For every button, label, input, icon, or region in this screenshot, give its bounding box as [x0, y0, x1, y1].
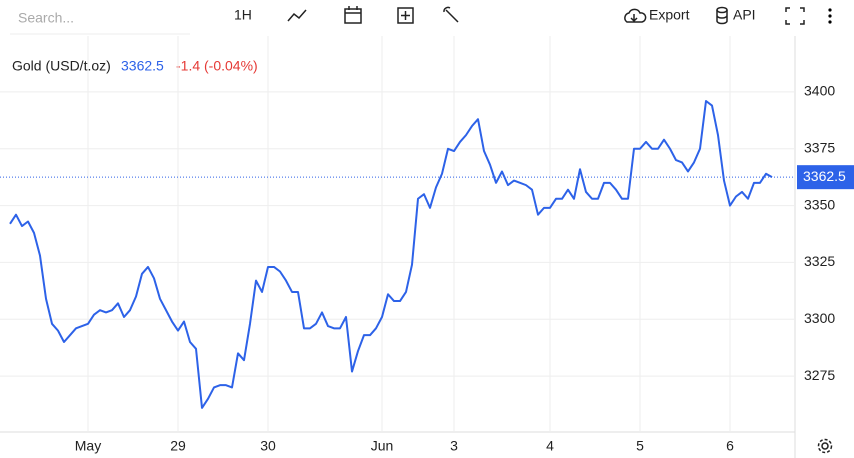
export-button[interactable]: Export [649, 7, 690, 23]
y-tick-label: 3350 [804, 196, 835, 212]
x-tick-label: 5 [636, 438, 644, 454]
x-tick-label: 30 [260, 438, 276, 454]
last-price-label: 3362.5 [803, 168, 846, 184]
last-price-box [797, 165, 854, 190]
x-tick-label: 29 [170, 438, 186, 454]
x-tick-label: May [75, 438, 101, 454]
search-box[interactable]: Search... [18, 10, 74, 26]
y-tick-label: 3400 [804, 83, 835, 99]
price-line [9, 100, 773, 409]
interval-button[interactable]: 1H [234, 7, 252, 23]
chart-title: Gold (USD/t.oz) [12, 58, 111, 74]
chart-type-icon[interactable] [287, 9, 307, 22]
x-tick-label: Jun [371, 438, 394, 454]
y-tick-label: 3275 [804, 367, 835, 383]
add-icon[interactable] [397, 7, 414, 24]
calendar-icon[interactable] [344, 6, 362, 24]
y-tick-label: 3375 [804, 139, 835, 155]
x-tick-label: 6 [726, 438, 734, 454]
api-button[interactable]: API [733, 7, 756, 23]
price-change: -1.4 (-0.04%) [176, 58, 258, 74]
x-tick-label: 4 [546, 438, 554, 454]
api-icon[interactable] [716, 6, 728, 25]
y-tick-label: 3300 [804, 310, 835, 326]
x-tick-label: 3 [450, 438, 458, 454]
y-tick-label: 3325 [804, 253, 835, 269]
menu-icon[interactable] [828, 8, 832, 24]
fullscreen-icon[interactable] [785, 7, 805, 25]
last-price: 3362.5 [121, 58, 164, 74]
settings-icon[interactable] [817, 438, 833, 454]
export-icon[interactable] [624, 8, 647, 23]
tools-icon[interactable] [443, 6, 459, 23]
